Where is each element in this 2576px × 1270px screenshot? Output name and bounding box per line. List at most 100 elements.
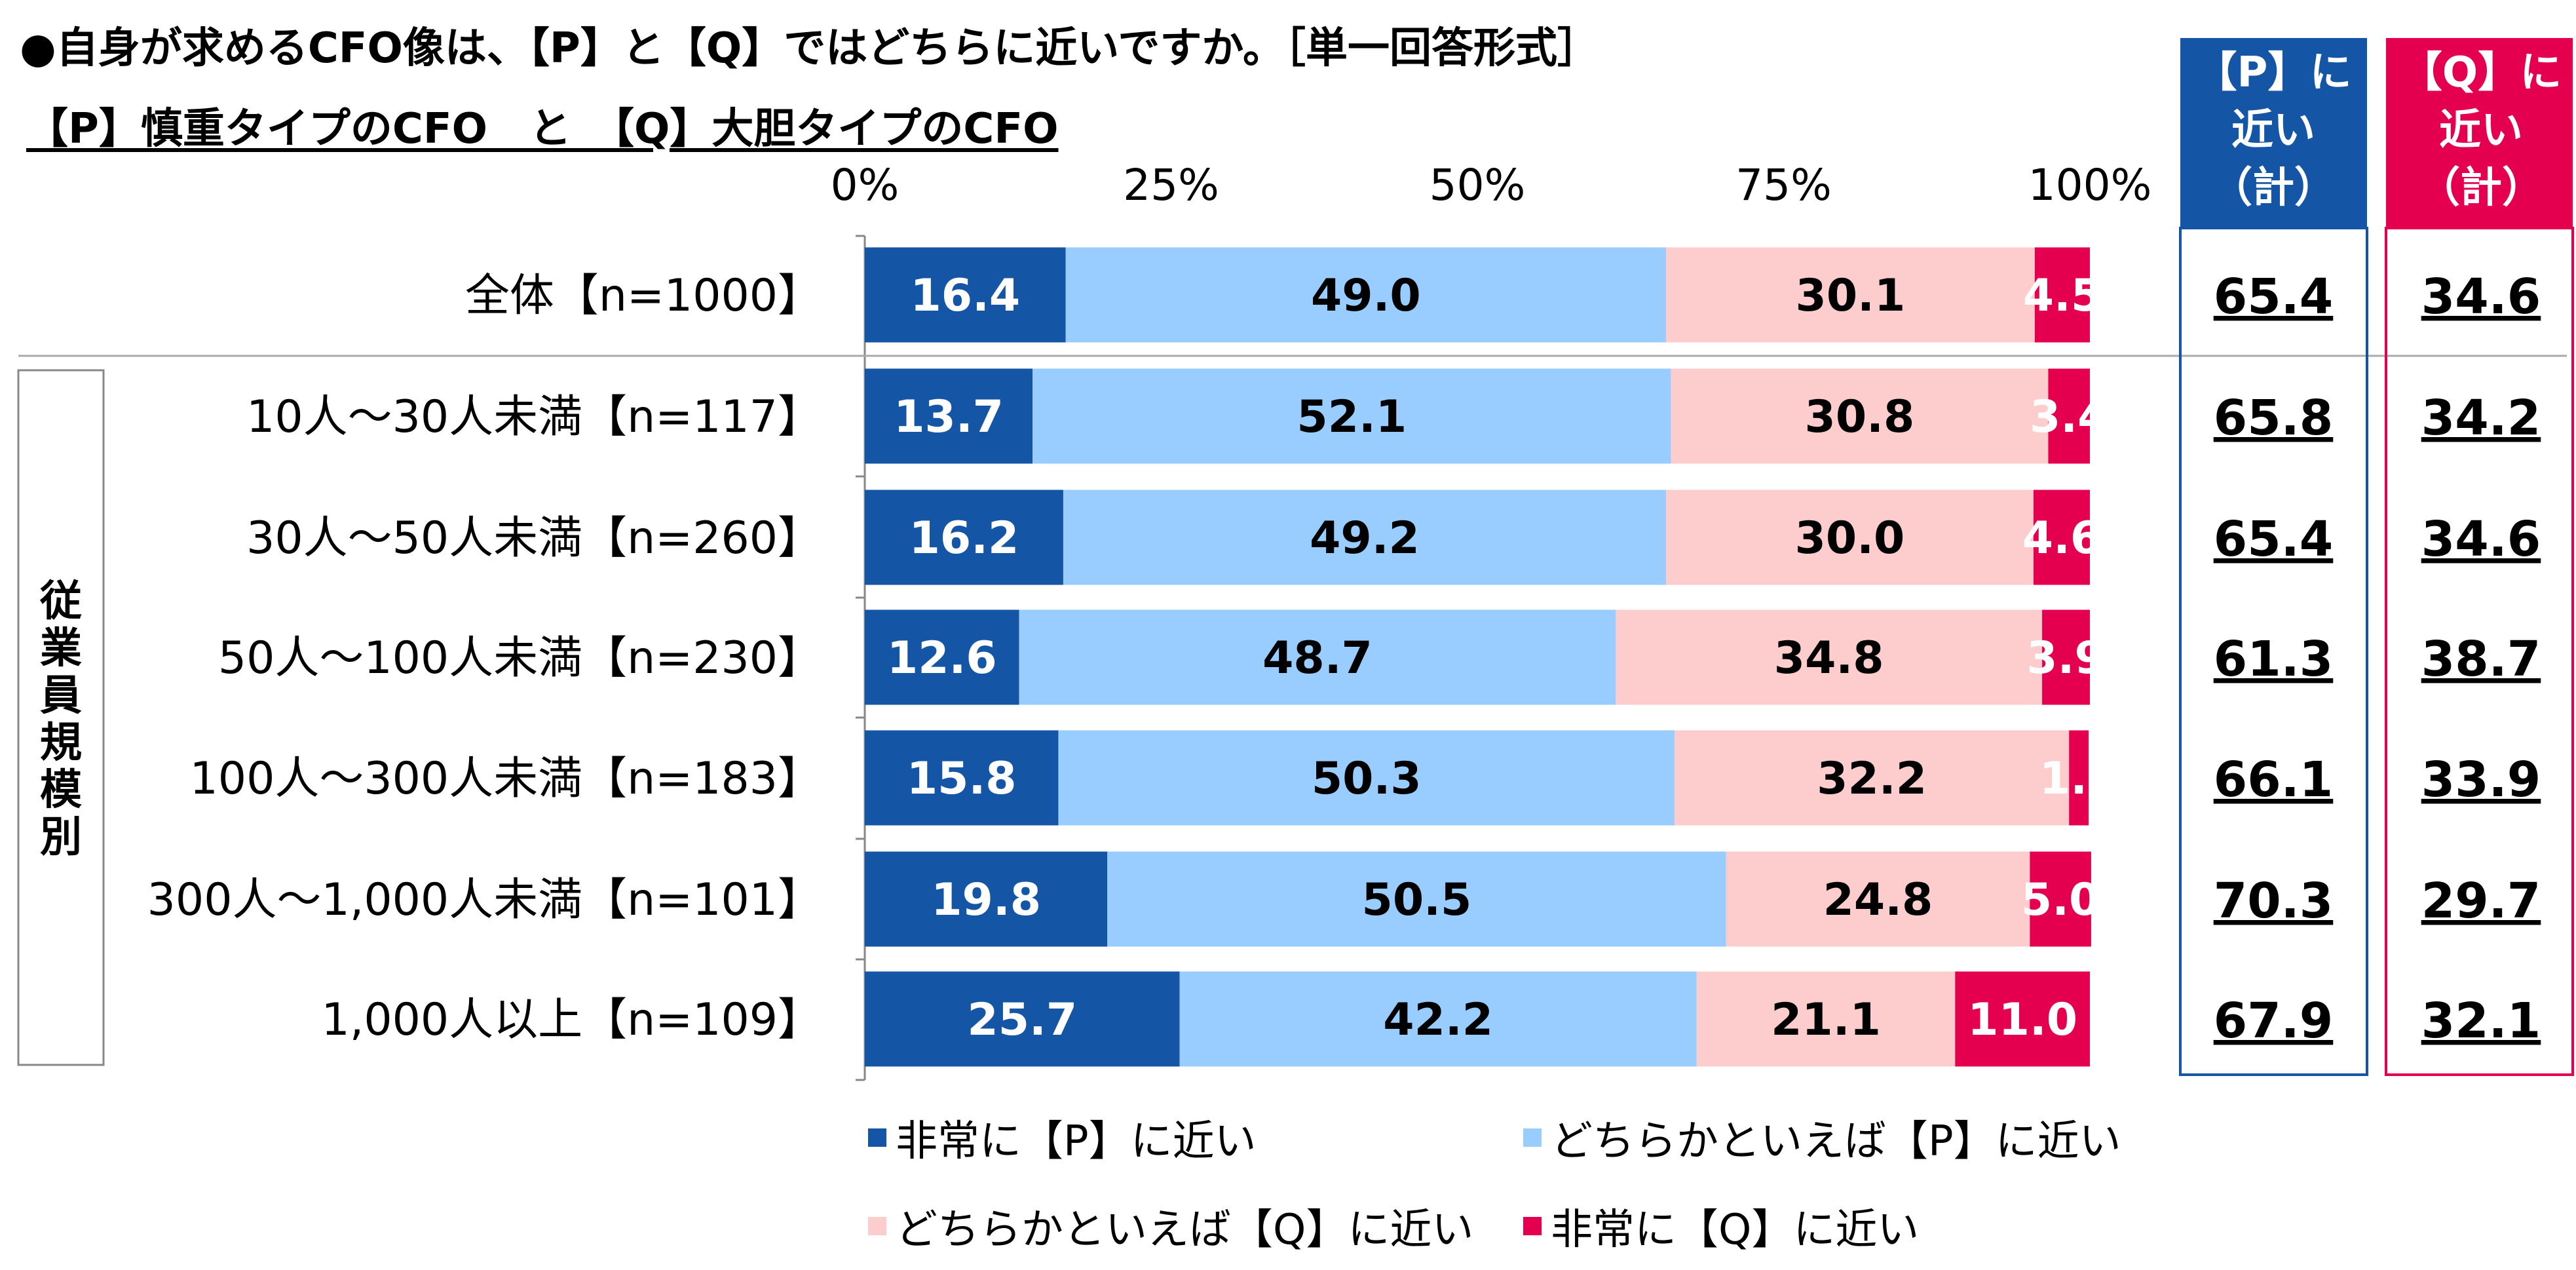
q-total-header-bg [2386, 38, 2573, 228]
data-label: 5.0 [2021, 874, 2100, 926]
data-label: 30.0 [1795, 512, 1905, 564]
row-label: 30人～50人未満【n=260】 [246, 512, 822, 564]
legend-label: どちらかといえば【Q】に近い [896, 1206, 1474, 1254]
q-total-header: （計） [2418, 164, 2544, 212]
bar-segment [1032, 368, 1671, 464]
p-total-value: 67.9 [2214, 993, 2334, 1049]
data-label: 15.8 [907, 753, 1017, 805]
data-label: 12.6 [887, 632, 997, 684]
legend-swatch [868, 1217, 886, 1235]
p-total-value: 70.3 [2214, 873, 2334, 929]
q-total-value: 29.7 [2421, 873, 2541, 929]
bar-segment [865, 247, 1066, 343]
bar-segment [1616, 609, 2043, 705]
data-label: 32.2 [1817, 753, 1927, 805]
legend-item-q-weak: どちらかといえば【Q】に近い [868, 1196, 1473, 1256]
legend-label: 非常に【Q】に近い [1551, 1206, 1920, 1254]
p-total-box [2179, 227, 2368, 1076]
bar-segment [1675, 730, 2070, 826]
legend-item-p-weak: どちらかといえば【P】に近い [1523, 1107, 2121, 1168]
bar-segment [2030, 851, 2091, 947]
legend-label: 非常に【P】に近い [896, 1117, 1257, 1166]
q-total-header: 【Q】に [2400, 48, 2562, 97]
p-total-value: 65.4 [2214, 269, 2334, 325]
bar-segment [865, 851, 1108, 947]
row-label: 全体【n=1000】 [465, 270, 822, 322]
row-label: 100人～300人未満【n=183】 [190, 753, 822, 805]
row-label: 10人～30人未満【n=117】 [246, 391, 822, 443]
legend-swatch [1523, 1217, 1542, 1235]
group-label: 従業員規模別 [39, 577, 82, 862]
data-label: 16.4 [910, 270, 1020, 322]
data-label: 30.8 [1805, 391, 1915, 443]
x-tick-label: 50% [1430, 160, 1526, 210]
q-total-value: 34.6 [2421, 269, 2541, 325]
data-label: 3.4 [2030, 391, 2108, 443]
q-total-value: 38.7 [2421, 631, 2541, 687]
chart-subtitle: 【P】慎重タイプのCFO と 【Q】大胆タイプのCFO [26, 105, 1059, 153]
data-label: 4.5 [2023, 270, 2102, 322]
data-label: 16.2 [909, 512, 1019, 564]
data-label: 13.7 [894, 391, 1004, 443]
bar-segment [1179, 971, 1697, 1067]
data-label: 49.0 [1311, 270, 1421, 322]
bar-segment [1665, 490, 2034, 585]
bar-segment [1955, 971, 2090, 1067]
data-label: 25.7 [967, 994, 1077, 1046]
bar-segment [2033, 490, 2090, 585]
data-label: 1.6 [2039, 753, 2118, 805]
data-label: 30.1 [1796, 270, 1906, 322]
p-total-header-bg [2180, 38, 2367, 228]
q-total-value: 34.6 [2421, 511, 2541, 568]
bar-segment [1671, 368, 2049, 464]
data-label: 50.3 [1312, 753, 1422, 805]
data-label: 24.8 [1823, 874, 1933, 926]
bar-segment [1019, 609, 1616, 705]
bar-segment [865, 609, 1019, 705]
bar-segment [1107, 851, 1726, 947]
row-label: 300人～1,000人未満【n=101】 [147, 874, 822, 926]
bar-segment [865, 730, 1059, 826]
bar-segment [1696, 971, 1956, 1067]
bar-segment [1058, 730, 1675, 826]
x-tick-label: 25% [1123, 160, 1219, 210]
legend-item-p-strong: 非常に【P】に近い [868, 1107, 1257, 1168]
q-total-box [2385, 227, 2574, 1076]
p-total-value: 66.1 [2214, 752, 2334, 808]
bar-segment [2048, 368, 2090, 464]
bar-segment [1726, 851, 2030, 947]
p-total-header: （計） [2210, 164, 2336, 212]
p-total-header: 【P】に [2195, 48, 2352, 97]
chart-title: ●自身が求めるCFO像は、【P】と【Q】ではどちらに近いですか。［単一回答形式］ [20, 24, 1600, 73]
bar-segment [1065, 247, 1666, 343]
data-label: 42.2 [1383, 994, 1493, 1046]
data-label: 48.7 [1262, 632, 1373, 684]
bar-segment [2042, 609, 2090, 705]
data-label: 34.8 [1774, 632, 1884, 684]
row-label: 1,000人以上【n=109】 [321, 994, 822, 1046]
legend-swatch [1523, 1128, 1542, 1147]
data-label: 21.1 [1771, 994, 1881, 1046]
row-label: 50人～100人未満【n=230】 [218, 632, 822, 684]
legend-label: どちらかといえば【P】に近い [1551, 1117, 2121, 1166]
bar-segment [1665, 247, 2035, 343]
p-total-value: 65.4 [2214, 511, 2334, 568]
x-tick-label: 0% [831, 160, 900, 210]
legend-swatch [868, 1128, 886, 1147]
x-tick-label: 100% [2028, 160, 2152, 210]
q-total-header: 近い [2439, 106, 2523, 155]
p-total-value: 65.8 [2214, 390, 2334, 446]
data-label: 50.5 [1362, 874, 1472, 926]
p-total-header: 近い [2231, 106, 2315, 155]
q-total-value: 34.2 [2421, 390, 2541, 446]
bar-segment [2034, 247, 2090, 343]
data-label: 11.0 [1967, 994, 2077, 1046]
data-label: 19.8 [931, 874, 1041, 926]
group-bracket [17, 369, 105, 1066]
x-tick-label: 75% [1735, 160, 1832, 210]
bar-segment [865, 490, 1063, 585]
data-label: 3.9 [2026, 632, 2105, 684]
legend-item-q-strong: 非常に【Q】に近い [1523, 1196, 1919, 1256]
bar-segment [1063, 490, 1666, 585]
